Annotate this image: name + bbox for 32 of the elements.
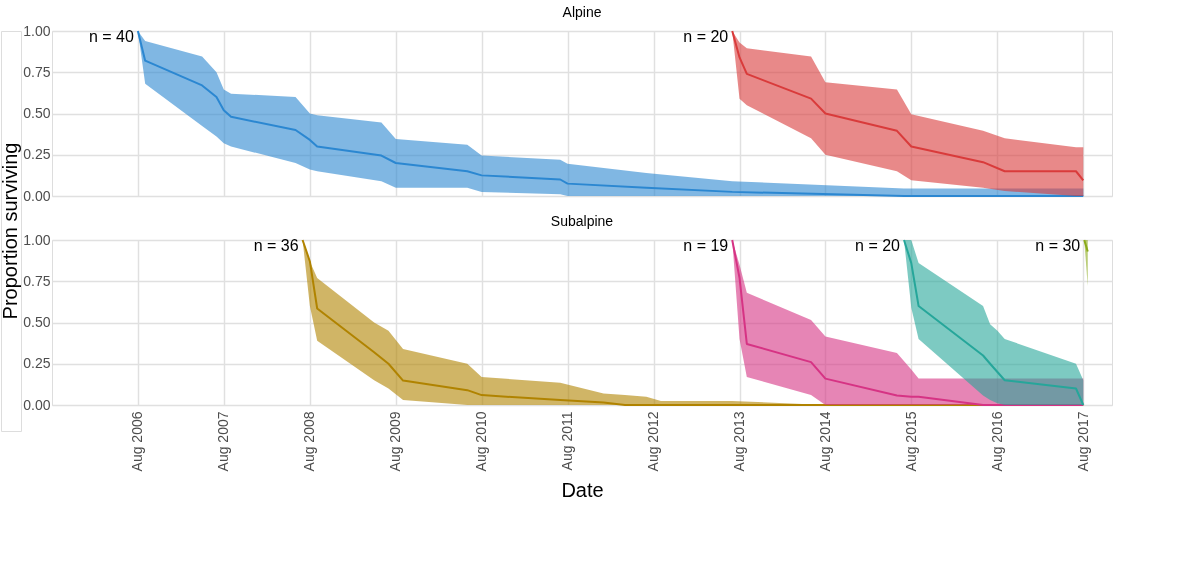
y-tick-label: 0.00: [23, 187, 51, 204]
y-tick-label: 1.00: [23, 22, 51, 39]
y-tick-label: 1.00: [23, 231, 51, 248]
y-tick-label: 0.25: [23, 355, 51, 372]
x-tick-label: Aug 2006: [129, 411, 146, 472]
chart-title: Alpine: [562, 4, 602, 20]
y-tick-label: 0.75: [23, 63, 51, 80]
y-tick-label: 0.75: [23, 272, 51, 289]
y-tick-label: 0.50: [23, 105, 51, 121]
x-tick-label: Aug 2017: [1074, 411, 1091, 472]
annotation: n = 20: [683, 28, 729, 45]
x-tick-label: Aug 2009: [387, 411, 404, 472]
y-axis-title: Proportion surviving: [0, 142, 21, 320]
x-tick-label: Aug 2012: [645, 411, 662, 472]
annotation: n = 19: [683, 237, 729, 254]
x-tick-label: Aug 2015: [902, 411, 919, 472]
x-tick-label: Aug 2016: [988, 411, 1005, 472]
annotation: n = 30: [1035, 237, 1081, 254]
chart-title: Subalpine: [550, 213, 614, 229]
annotation: n = 20: [855, 237, 901, 254]
y-tick-label: 0.25: [23, 146, 51, 163]
x-tick-label: Aug 2008: [301, 411, 318, 472]
annotation: n = 40: [88, 28, 134, 45]
x-tick-label: Aug 2007: [215, 411, 232, 472]
x-tick-label: Aug 2013: [731, 411, 748, 472]
y-tick-label: 0.50: [23, 314, 51, 330]
x-tick-label: Aug 2010: [473, 411, 490, 472]
y-tick-label: 0.00: [23, 396, 51, 413]
x-tick-label: Aug 2014: [816, 411, 833, 472]
annotation: n = 36: [253, 237, 299, 254]
x-axis-title: Date: [561, 479, 604, 502]
x-tick-label: Aug 2011: [559, 411, 576, 471]
